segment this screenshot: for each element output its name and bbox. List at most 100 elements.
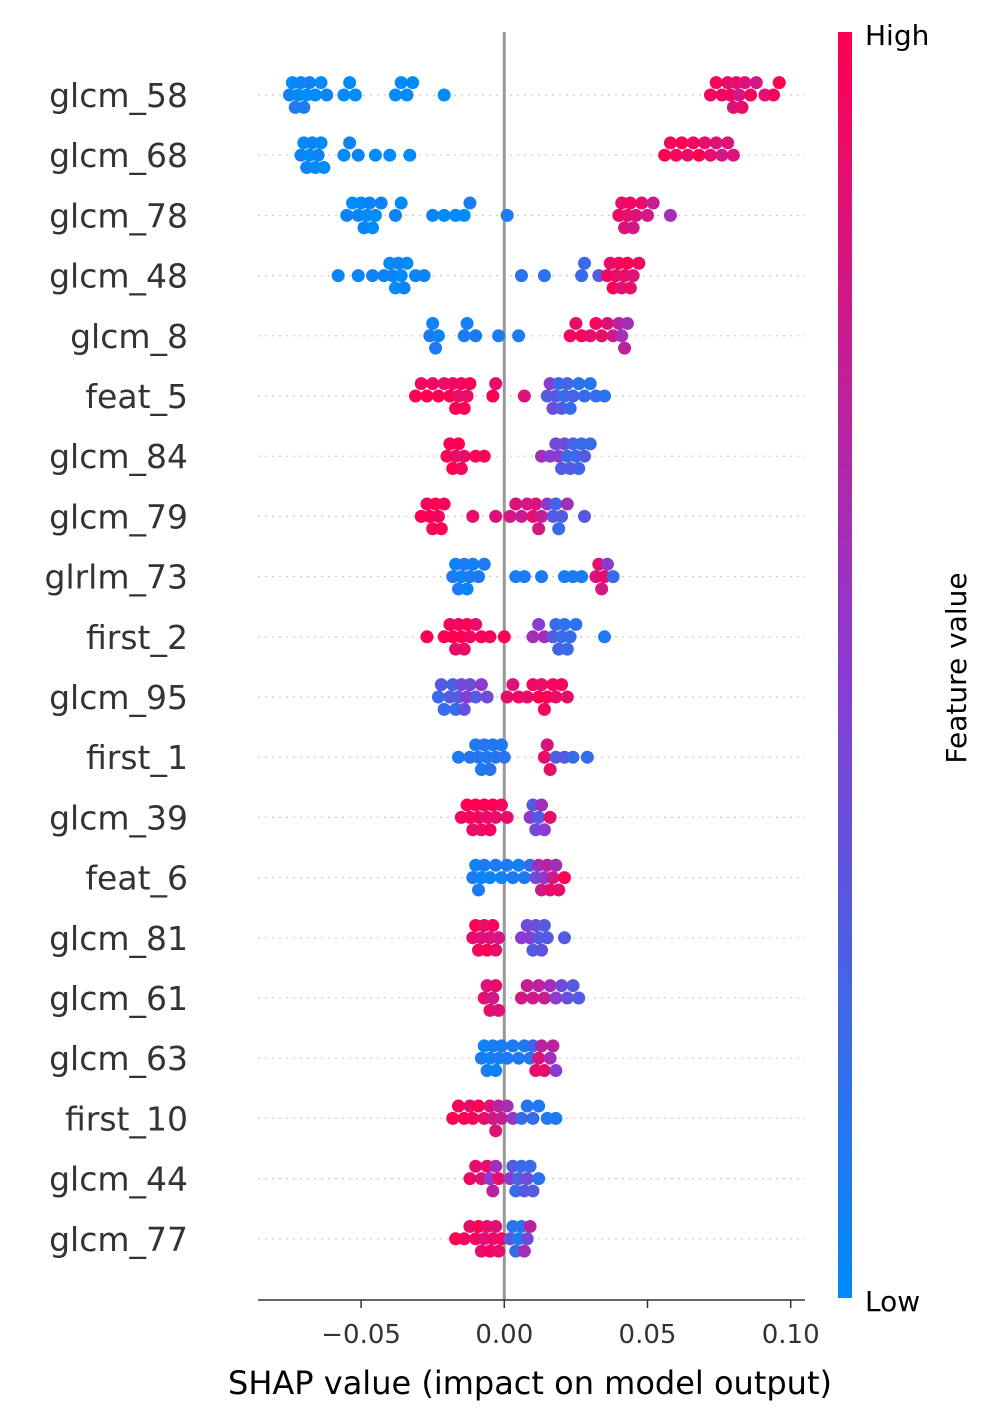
data-point: [388, 88, 402, 102]
feature-label: glcm_79: [49, 497, 188, 536]
feature-label: first_10: [65, 1099, 188, 1138]
data-point: [394, 196, 408, 210]
data-point: [400, 256, 414, 270]
data-point: [460, 389, 474, 403]
data-point: [469, 690, 483, 704]
data-point: [580, 750, 594, 764]
data-point: [566, 979, 580, 993]
data-point: [337, 88, 351, 102]
data-point: [572, 462, 586, 476]
data-point: [489, 810, 503, 824]
data-point: [543, 979, 557, 993]
data-point: [514, 991, 528, 1005]
data-point: [560, 690, 574, 704]
data-point: [426, 377, 440, 391]
data-point: [526, 991, 540, 1005]
data-point: [431, 690, 445, 704]
data-point: [635, 196, 649, 210]
data-point: [366, 269, 380, 283]
data-point: [457, 449, 471, 463]
data-point: [526, 1184, 540, 1198]
feature-label: glcm_84: [49, 437, 188, 476]
data-point: [589, 316, 603, 330]
data-point: [532, 810, 546, 824]
data-point: [337, 148, 351, 162]
data-point: [535, 1039, 549, 1053]
data-point: [535, 943, 549, 957]
data-point: [317, 161, 331, 175]
data-point: [709, 76, 723, 90]
data-point: [463, 1172, 477, 1186]
data-point: [595, 329, 609, 343]
data-point: [503, 509, 517, 523]
data-point: [640, 208, 654, 222]
data-point: [606, 570, 620, 584]
data-point: [446, 1111, 460, 1125]
data-point: [506, 1039, 520, 1053]
data-point: [575, 570, 589, 584]
data-point: [523, 1159, 537, 1173]
data-point: [575, 269, 589, 283]
data-point: [308, 88, 322, 102]
data-point: [535, 678, 549, 692]
data-point: [514, 1111, 528, 1125]
data-point: [420, 630, 434, 644]
data-point: [555, 979, 569, 993]
data-point: [394, 269, 408, 283]
data-point: [663, 136, 677, 150]
data-point: [663, 208, 677, 222]
data-point: [457, 702, 471, 716]
data-point: [560, 991, 574, 1005]
data-point: [500, 1099, 514, 1113]
data-point: [520, 1172, 534, 1186]
data-point: [397, 281, 411, 295]
x-tick-label: 0.00: [475, 1320, 533, 1350]
data-point: [620, 256, 634, 270]
data-point: [549, 690, 563, 704]
data-point: [566, 389, 580, 403]
data-point: [517, 570, 531, 584]
data-point: [543, 810, 557, 824]
data-point: [489, 1219, 503, 1233]
data-point: [366, 221, 380, 235]
data-point: [766, 88, 780, 102]
data-point: [563, 401, 577, 415]
data-point: [457, 208, 471, 222]
data-point: [297, 100, 311, 114]
x-ticks: −0.05 0.00 0.05 0.10: [321, 1300, 820, 1350]
data-point: [615, 329, 629, 343]
data-point: [646, 196, 660, 210]
data-point: [457, 642, 471, 656]
data-point: [738, 76, 752, 90]
feature-label: glcm_8: [70, 317, 188, 356]
data-point: [431, 329, 445, 343]
data-point: [520, 1232, 534, 1246]
data-point: [351, 148, 365, 162]
feature-label: glcm_61: [49, 979, 188, 1018]
data-point: [466, 1111, 480, 1125]
data-point: [629, 208, 643, 222]
data-point: [569, 316, 583, 330]
data-point: [472, 883, 486, 897]
data-point: [472, 1099, 486, 1113]
feature-label: glcm_39: [49, 798, 188, 837]
data-point: [535, 509, 549, 523]
data-point: [726, 148, 740, 162]
data-point: [566, 750, 580, 764]
data-point: [577, 509, 591, 523]
feature-label: feat_5: [85, 377, 188, 416]
data-point: [595, 582, 609, 596]
data-point: [549, 991, 563, 1005]
data-point: [540, 738, 554, 752]
data-point: [477, 858, 491, 872]
data-point: [549, 497, 563, 511]
data-point: [492, 1244, 506, 1258]
data-point: [463, 196, 477, 210]
data-point: [414, 377, 428, 391]
data-point: [517, 389, 531, 403]
data-point: [569, 617, 583, 631]
data-point: [486, 1184, 500, 1198]
data-point: [523, 1219, 537, 1233]
data-point: [474, 678, 488, 692]
data-point: [543, 1051, 557, 1065]
